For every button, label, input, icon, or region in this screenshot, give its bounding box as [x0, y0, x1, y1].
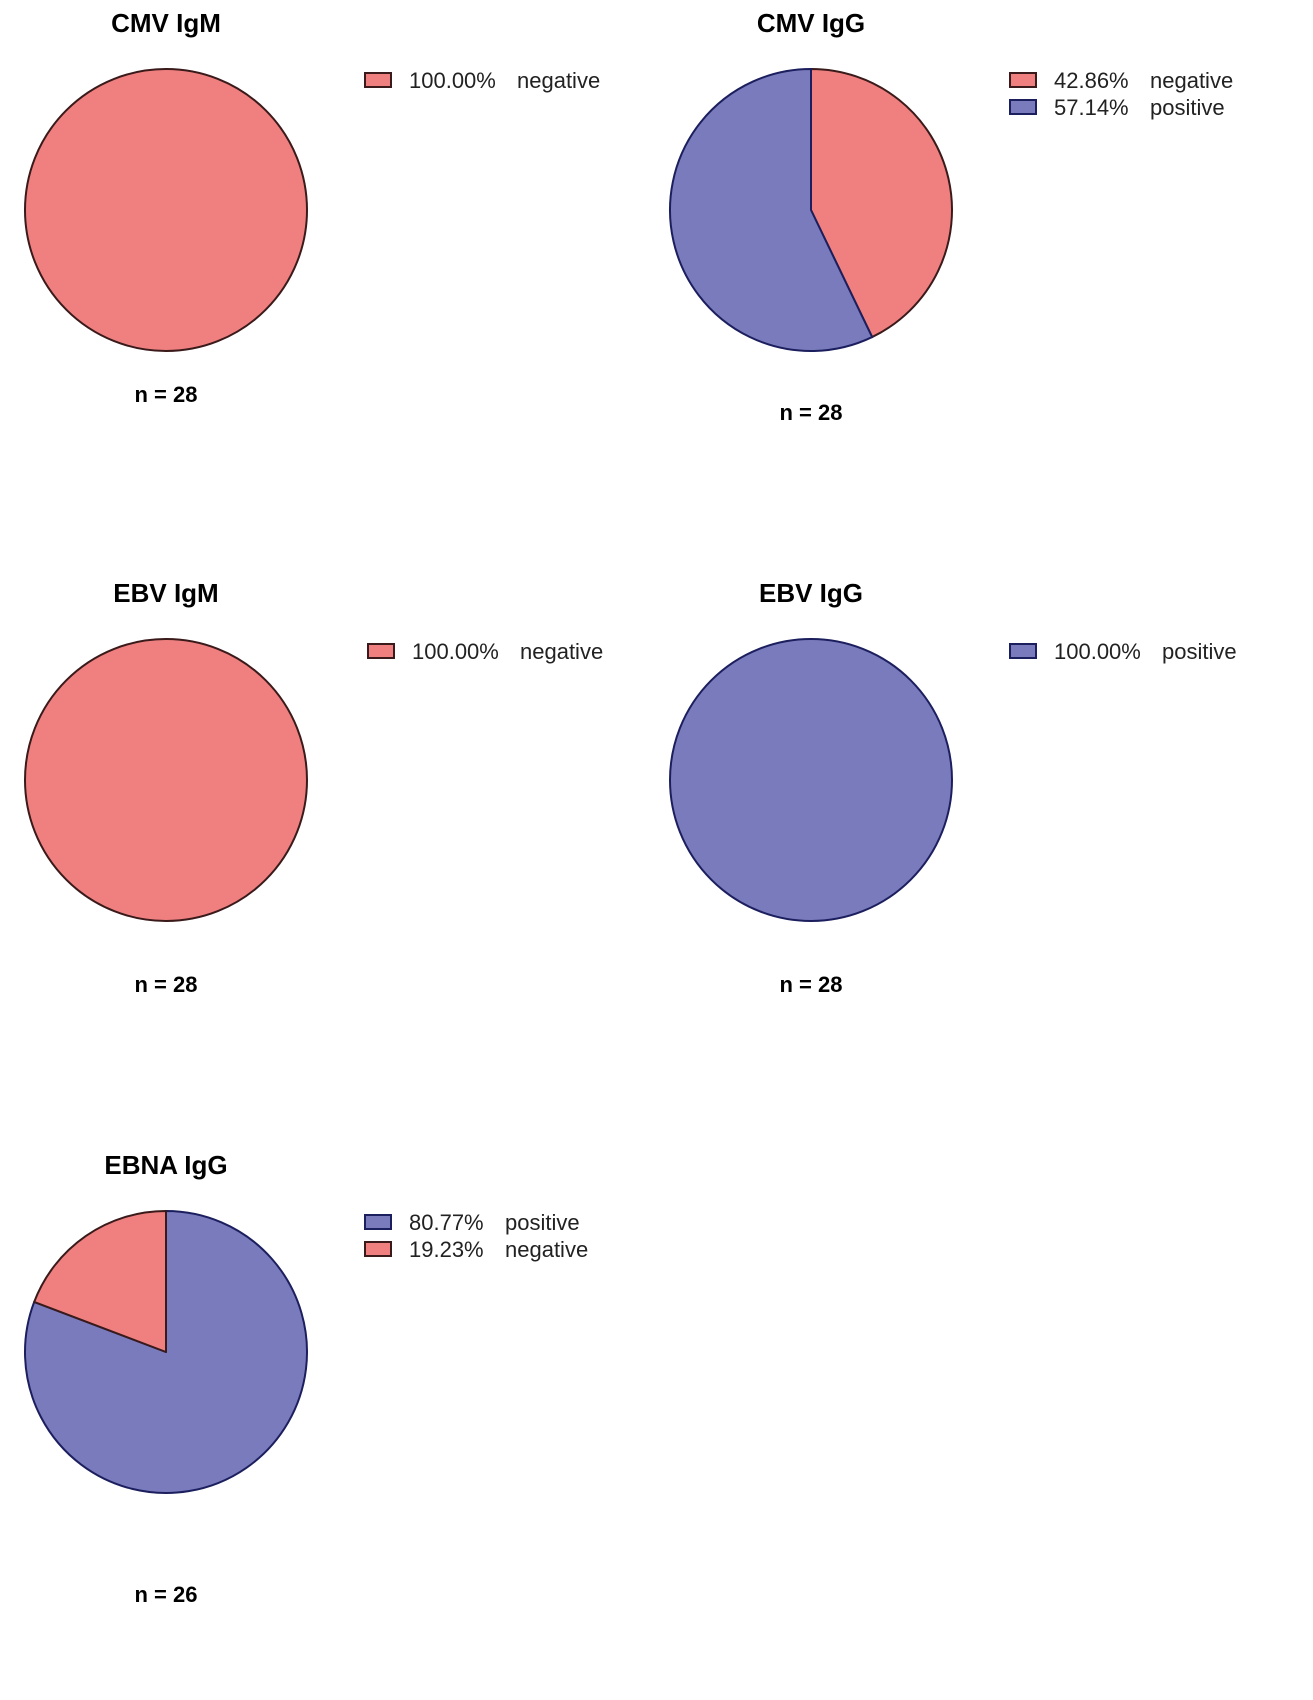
chart-title: EBNA IgG [104, 1150, 227, 1180]
legend-swatch-negative [364, 1241, 392, 1257]
legend-label: negative [517, 68, 600, 93]
chart-title: CMV IgM [111, 8, 221, 38]
legend-percent: 100.00% [412, 639, 499, 664]
pie-slice-negative [24, 68, 308, 352]
legend-label: positive [1150, 95, 1225, 120]
chart-ebna-igg: EBNA IgG n = 26 80.77% positive 19.23% negati… [0, 1140, 656, 1700]
legend-label: negative [520, 639, 603, 664]
legend-percent: 100.00% [1054, 639, 1141, 664]
pie-slice-negative [24, 638, 308, 922]
legend-percent: 100.00% [409, 68, 496, 93]
chart-ebv-igg: EBV IgG n = 28 100.00% positive [645, 570, 1301, 1130]
sample-size-label: n = 28 [135, 972, 198, 997]
sample-size-label: n = 28 [780, 400, 843, 425]
legend-label: negative [1150, 68, 1233, 93]
sample-size-label: n = 28 [135, 382, 198, 407]
pie-chart-svg: EBNA IgG n = 26 80.77% positive 19.23% negati… [24, 1150, 588, 1607]
legend-swatch-positive [1009, 99, 1037, 115]
pie-slice-positive [669, 68, 874, 352]
legend-percent: 19.23% [409, 1237, 484, 1262]
pie-chart-svg: CMV IgG n = 28 42.86% negative 57.14% positiv… [669, 8, 1233, 425]
legend-swatch-negative [367, 643, 395, 659]
sample-size-label: n = 28 [780, 972, 843, 997]
pie-chart-svg: CMV IgM n = 28 100.00% negative [24, 8, 600, 407]
pie-chart-svg: EBV IgG n = 28 100.00% positive [669, 578, 1237, 997]
legend-swatch-positive [1009, 643, 1037, 659]
legend-label: negative [505, 1237, 588, 1262]
pie-slice-positive [669, 638, 953, 922]
legend-label: positive [505, 1210, 580, 1235]
chart-ebv-igm: EBV IgM n = 28 100.00% negative [0, 570, 656, 1130]
legend-swatch-negative [364, 72, 392, 88]
legend-swatch-positive [364, 1214, 392, 1230]
chart-title: EBV IgM [113, 578, 218, 608]
legend-percent: 80.77% [409, 1210, 484, 1235]
legend-percent: 57.14% [1054, 95, 1129, 120]
legend-swatch-negative [1009, 72, 1037, 88]
pie-chart-svg: EBV IgM n = 28 100.00% negative [24, 578, 603, 997]
pie-slice-negative [810, 68, 953, 339]
pie-slice-negative [33, 1210, 167, 1353]
legend-label: positive [1162, 639, 1237, 664]
chart-cmv-igg: CMV IgG n = 28 42.86% negative 57.14% positiv… [645, 0, 1301, 560]
legend-percent: 42.86% [1054, 68, 1129, 93]
chart-cmv-igm: CMV IgM n = 28 100.00% negative [0, 0, 656, 560]
chart-title: CMV IgG [757, 8, 865, 38]
sample-size-label: n = 26 [135, 1582, 198, 1607]
chart-title: EBV IgG [759, 578, 863, 608]
